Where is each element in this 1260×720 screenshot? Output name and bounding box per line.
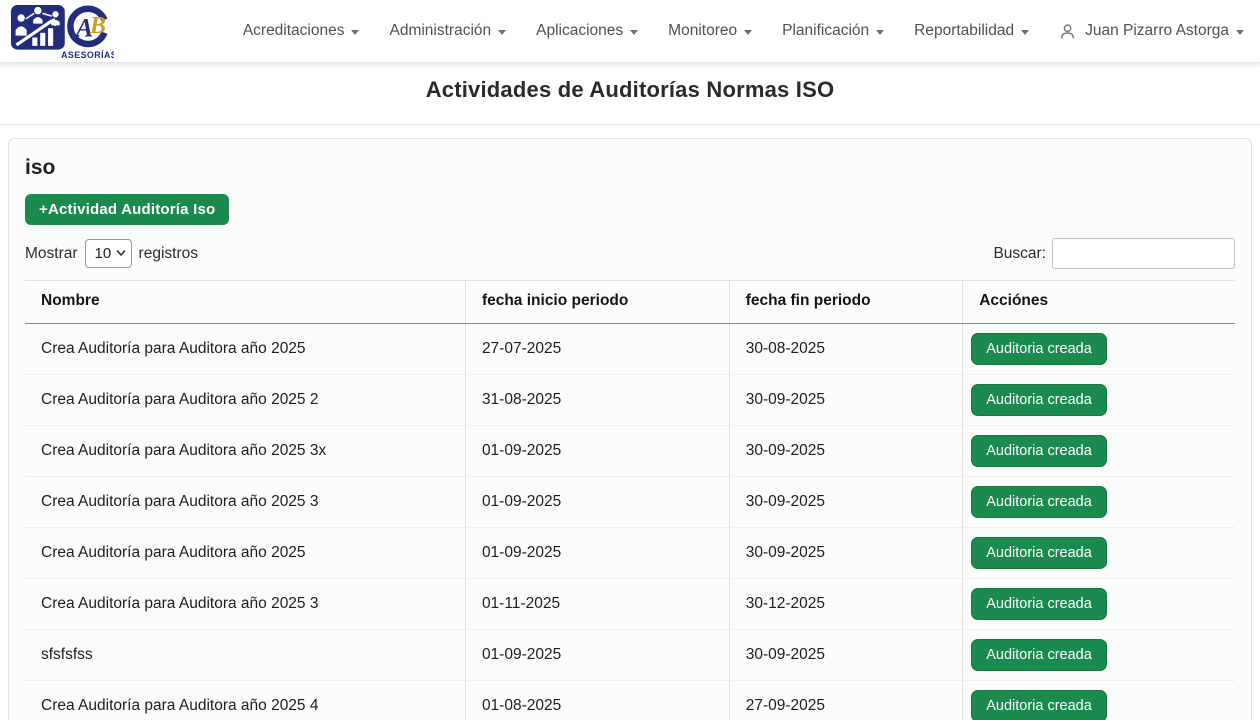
table-row: Crea Auditoría para Auditora año 2025 3x… xyxy=(25,425,1235,477)
cell-fecha-fin: 30-09-2025 xyxy=(729,425,964,477)
table-row: sfsfsfss 01-09-2025 30-09-2025 Auditoria cr… xyxy=(25,629,1235,681)
cell-fecha-inicio: 01-09-2025 xyxy=(465,425,730,477)
page-size-select[interactable]: 10 xyxy=(84,239,132,268)
table-controls: Mostrar 10 registros Buscar: xyxy=(25,238,1235,269)
logo-letter-a: A xyxy=(74,14,93,43)
cell-nombre: Crea Auditoría para Auditora año 2025 xyxy=(25,527,466,579)
logo-subtitle: ASESORÍAS xyxy=(61,49,114,60)
cell-fecha-fin: 30-08-2025 xyxy=(729,323,964,375)
cell-acciones: Auditoria creada xyxy=(962,629,1235,681)
cell-fecha-inicio: 27-07-2025 xyxy=(465,323,730,375)
audits-table: Nombre fecha inicio periodo fecha fin pe… xyxy=(25,280,1235,720)
auditoria-creada-button[interactable]: Auditoria creada xyxy=(971,486,1107,518)
user-menu[interactable]: Juan Pizarro Astorga xyxy=(1059,22,1244,40)
auditoria-creada-button[interactable]: Auditoria creada xyxy=(971,588,1107,620)
add-actividad-auditoria-button[interactable]: +Actividad Auditoría Iso xyxy=(25,194,230,225)
table-row: Crea Auditoría para Auditora año 2025 27-… xyxy=(25,323,1235,375)
column-header-acciones[interactable]: Acciónes xyxy=(962,280,1235,324)
user-icon xyxy=(1059,23,1076,40)
chevron-down-icon xyxy=(498,29,507,35)
audit-table-body: Crea Auditoría para Auditora año 2025 27-… xyxy=(25,323,1235,720)
cell-fecha-fin: 27-09-2025 xyxy=(729,680,964,720)
column-header-fecha-inicio[interactable]: fecha inicio periodo xyxy=(465,280,730,324)
cell-fecha-fin: 30-09-2025 xyxy=(729,374,964,426)
show-label: Mostrar xyxy=(25,244,78,262)
audits-card: iso +Actividad Auditoría Iso Mostrar 10 … xyxy=(8,138,1252,720)
logo-graphic: A B ASESORÍAS xyxy=(10,5,114,60)
user-name: Juan Pizarro Astorga xyxy=(1085,22,1229,39)
nav-item-aplicaciones[interactable]: Aplicaciones xyxy=(536,22,639,40)
nav-label: Administración xyxy=(389,22,492,39)
cell-acciones: Auditoria creada xyxy=(962,374,1235,426)
cell-acciones: Auditoria creada xyxy=(962,680,1235,720)
cell-nombre: Crea Auditoría para Auditora año 2025 4 xyxy=(25,680,466,720)
main-navigation: Acreditaciones Administración Aplicacion… xyxy=(243,22,1244,40)
search-label: Buscar: xyxy=(993,244,1046,262)
cell-fecha-fin: 30-09-2025 xyxy=(729,527,964,579)
nav-label: Reportabilidad xyxy=(914,22,1015,39)
chevron-down-icon xyxy=(876,29,885,35)
table-header-row: Nombre fecha inicio periodo fecha fin pe… xyxy=(25,280,1235,324)
auditoria-creada-button[interactable]: Auditoria creada xyxy=(971,384,1107,416)
cell-nombre: sfsfsfss xyxy=(25,629,466,681)
logo-letter-b: B xyxy=(89,12,106,39)
nav-item-administracion[interactable]: Administración xyxy=(389,22,507,40)
nav-item-reportabilidad[interactable]: Reportabilidad xyxy=(914,22,1030,40)
auditoria-creada-button[interactable]: Auditoria creada xyxy=(971,435,1107,467)
table-row: Crea Auditoría para Auditora año 2025 01-… xyxy=(25,527,1235,579)
column-header-nombre[interactable]: Nombre xyxy=(25,280,466,324)
page-size-select-wrap: 10 xyxy=(84,239,132,268)
cell-acciones: Auditoria creada xyxy=(962,476,1235,528)
cell-fecha-inicio: 01-09-2025 xyxy=(465,629,730,681)
cell-nombre: Crea Auditoría para Auditora año 2025 xyxy=(25,323,466,375)
cell-acciones: Auditoria creada xyxy=(962,578,1235,630)
nav-label: Monitoreo xyxy=(668,22,738,39)
cell-nombre: Crea Auditoría para Auditora año 2025 2 xyxy=(25,374,466,426)
auditoria-creada-button[interactable]: Auditoria creada xyxy=(971,639,1107,671)
auditoria-creada-button[interactable]: Auditoria creada xyxy=(971,537,1107,569)
cell-fecha-inicio: 01-08-2025 xyxy=(465,680,730,720)
company-logo[interactable]: A B ASESORÍAS xyxy=(10,2,114,60)
title-divider xyxy=(0,124,1260,125)
nav-item-planificacion[interactable]: Planificación xyxy=(782,22,885,40)
cell-acciones: Auditoria creada xyxy=(962,323,1235,375)
search-control: Buscar: xyxy=(993,238,1235,269)
nav-label: Acreditaciones xyxy=(242,22,345,39)
records-label: registros xyxy=(138,244,198,262)
page-title: Actividades de Auditorías Normas ISO xyxy=(425,77,835,102)
cell-acciones: Auditoria creada xyxy=(962,425,1235,477)
top-navbar: A B ASESORÍAS Acreditaciones Administrac… xyxy=(0,0,1260,63)
chevron-down-icon xyxy=(744,29,753,35)
cell-fecha-inicio: 01-09-2025 xyxy=(465,527,730,579)
chevron-down-icon xyxy=(1021,29,1030,35)
nav-label: Planificación xyxy=(782,22,870,39)
cell-nombre: Crea Auditoría para Auditora año 2025 3 xyxy=(25,476,466,528)
cell-nombre: Crea Auditoría para Auditora año 2025 3 xyxy=(25,578,466,630)
nav-item-monitoreo[interactable]: Monitoreo xyxy=(668,22,753,40)
cell-fecha-fin: 30-09-2025 xyxy=(729,476,964,528)
auditoria-creada-button[interactable]: Auditoria creada xyxy=(971,690,1107,720)
search-input[interactable] xyxy=(1052,238,1235,269)
chevron-down-icon xyxy=(630,29,639,35)
column-header-fecha-fin[interactable]: fecha fin periodo xyxy=(729,280,964,324)
cell-fecha-inicio: 01-11-2025 xyxy=(465,578,730,630)
cell-fecha-inicio: 01-09-2025 xyxy=(465,476,730,528)
chevron-down-icon xyxy=(1236,29,1244,35)
section-title: iso xyxy=(25,156,56,179)
auditoria-creada-button[interactable]: Auditoria creada xyxy=(971,333,1107,365)
cell-nombre: Crea Auditoría para Auditora año 2025 3x xyxy=(25,425,466,477)
page-size-control: Mostrar 10 registros xyxy=(25,239,198,268)
nav-label: Aplicaciones xyxy=(536,22,624,39)
nav-item-acreditaciones[interactable]: Acreditaciones xyxy=(243,22,360,40)
cell-acciones: Auditoria creada xyxy=(962,527,1235,579)
chevron-down-icon xyxy=(351,29,360,35)
cell-fecha-fin: 30-09-2025 xyxy=(729,629,964,681)
cell-fecha-fin: 30-12-2025 xyxy=(729,578,964,630)
cell-fecha-inicio: 31-08-2025 xyxy=(465,374,730,426)
